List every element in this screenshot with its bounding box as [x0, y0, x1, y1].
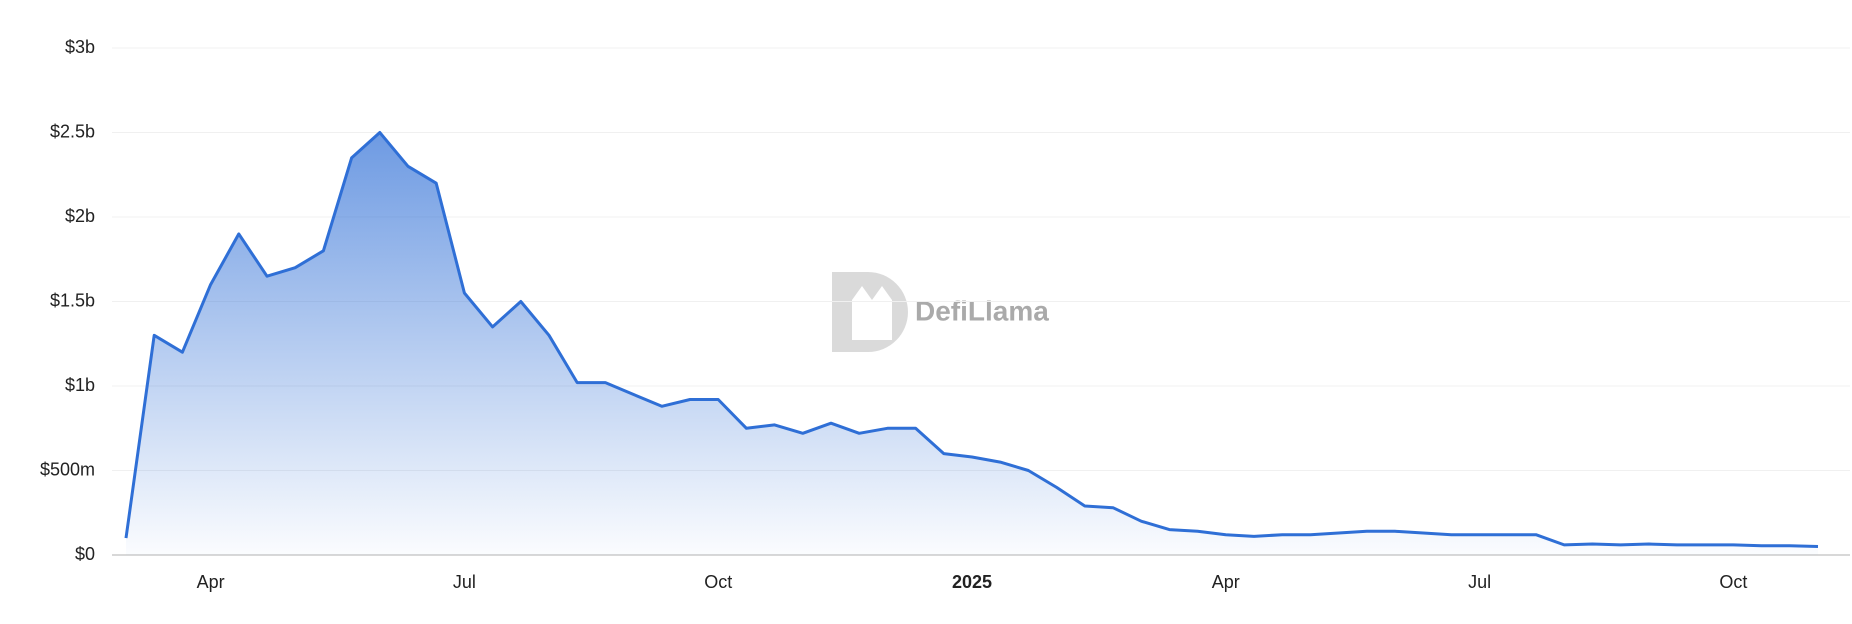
x-tick-label: Oct [704, 572, 732, 592]
x-tick-label: Jul [453, 572, 476, 592]
x-tick-label: Apr [1212, 572, 1240, 592]
y-tick-label: $2b [65, 206, 95, 226]
x-tick-label: Oct [1719, 572, 1747, 592]
y-tick-label: $3b [65, 37, 95, 57]
line [124, 131, 1819, 548]
y-tick-label: $2.5b [50, 121, 95, 141]
watermark: DefiLlama [915, 295, 1049, 326]
x-tick-label: Jul [1468, 572, 1491, 592]
y-tick-label: $0 [75, 544, 95, 564]
area-fill [126, 132, 1818, 555]
watermark-logo [832, 272, 908, 352]
x-tick-label: 2025 [952, 572, 992, 592]
y-tick-label: $1b [65, 375, 95, 395]
y-tick-label: $500m [40, 459, 95, 479]
x-tick-label: Apr [197, 572, 225, 592]
y-tick-label: $1.5b [50, 290, 95, 310]
